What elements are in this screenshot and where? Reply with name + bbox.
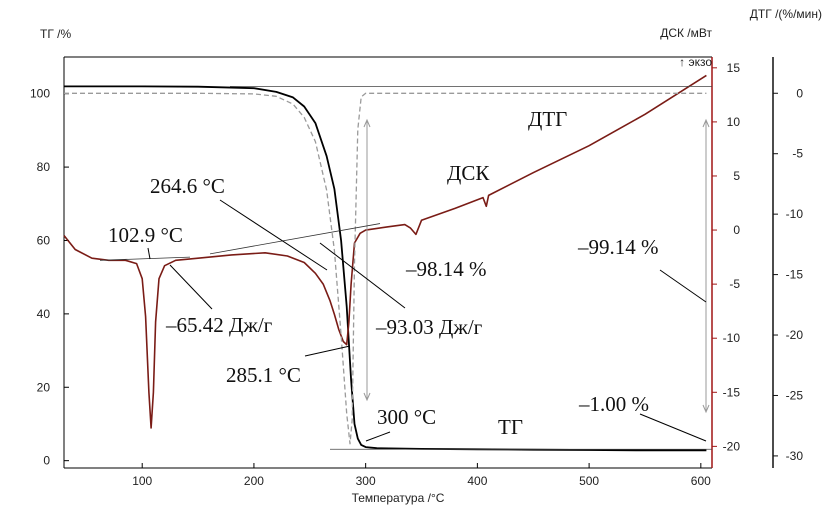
dsc-baseline-2 [209,223,381,255]
annotation-tg-label: ТГ [498,415,523,439]
dtg-tick-label: -30 [786,449,804,463]
annotation-onset-264: 264.6 °C [150,174,225,198]
dsc-axis-label: ДСК /мВт [660,26,712,40]
tg-tick-label: 60 [37,233,51,247]
tg-axis-label: ТГ /% [40,27,71,41]
annotation-300: 300 °C [377,405,436,429]
dtg-tick-label: -10 [786,207,804,221]
x-tick-label: 100 [132,474,152,488]
dtg-tick-label: 0 [796,86,803,100]
mass-loss-arrow-main-head-top [363,118,371,128]
annotation-onset-102: 102.9 °C [108,223,183,247]
leader-300 [365,431,391,442]
dtg-tick-label: -15 [786,268,804,282]
x-tick-label: 200 [244,474,264,488]
dsc-tick-label: -15 [723,385,741,399]
tg-tick-label: 100 [30,87,50,101]
annotation-residual: –1.00 % [578,392,649,416]
annotation-mass-main: –98.14 % [405,257,487,281]
leader-102 [147,247,151,260]
x-tick-label: 500 [579,474,599,488]
dtg-tick-label: -20 [786,328,804,342]
leader-enthalpy-2 [319,242,406,309]
dsc-baseline-1 [99,256,191,261]
axes: 100 200 300 400 500 600020406080100-20-15-10-… [30,61,803,488]
x-axis-label: Температура /°С [352,491,445,505]
annotation-peak-285: 285.1 °C [226,363,301,387]
leader-264 [219,199,328,271]
exo-direction-label: ↑ экзо [679,55,712,69]
tg-tick-label: 40 [37,307,51,321]
mass-loss-arrow-main-head-bottom [363,392,371,402]
leader-residual [639,413,707,442]
annotation-dtg-label: ДТГ [528,107,567,131]
leader-285 [304,345,351,357]
annotation-dsc-label: ДСК [447,161,490,185]
annotation-mass-total: –99.14 % [577,235,659,259]
series-layer [63,74,712,452]
plot-frame [63,56,774,469]
dsc-tick-label: -5 [729,277,740,291]
dsc-tick-label: -20 [723,439,741,453]
annotation-layer: 102.9 °C 264.6 °C ДСК ДТГ –99.14 % –98.14 % –6… [99,107,710,442]
series-line-dsc [63,74,707,429]
dsc-tick-label: 5 [733,169,740,183]
dtg-axis-label: ДТГ /(%/мин) [750,7,822,21]
dtg-tick-label: -5 [792,147,803,161]
dsc-tick-label: 0 [733,223,740,237]
dsc-tick-label: 10 [727,115,741,129]
mass-loss-arrow-total-head-bottom [702,404,710,414]
dtg-tick-label: -25 [786,388,804,402]
leader-total [659,269,707,303]
x-tick-label: 400 [467,474,487,488]
tg-tick-label: 0 [43,454,50,468]
x-tick-label: 300 [356,474,376,488]
dsc-tick-label: -10 [723,331,741,345]
tg-tick-label: 20 [37,380,51,394]
annotation-enthalpy-1: –65.42 Дж/г [165,313,273,337]
dsc-tick-label: 15 [727,61,741,75]
leader-enthalpy-1 [169,264,213,310]
series-line-dtg [64,92,707,445]
axis-labels: Температура /°С ТГ /% ДСК /мВт ↑ экзо ДТ… [40,7,822,505]
x-tick-label: 600 [691,474,711,488]
mass-loss-arrow-total-head-top [702,118,710,128]
annotation-enthalpy-2: –93.03 Дж/г [375,315,483,339]
tg-tick-label: 80 [37,160,51,174]
